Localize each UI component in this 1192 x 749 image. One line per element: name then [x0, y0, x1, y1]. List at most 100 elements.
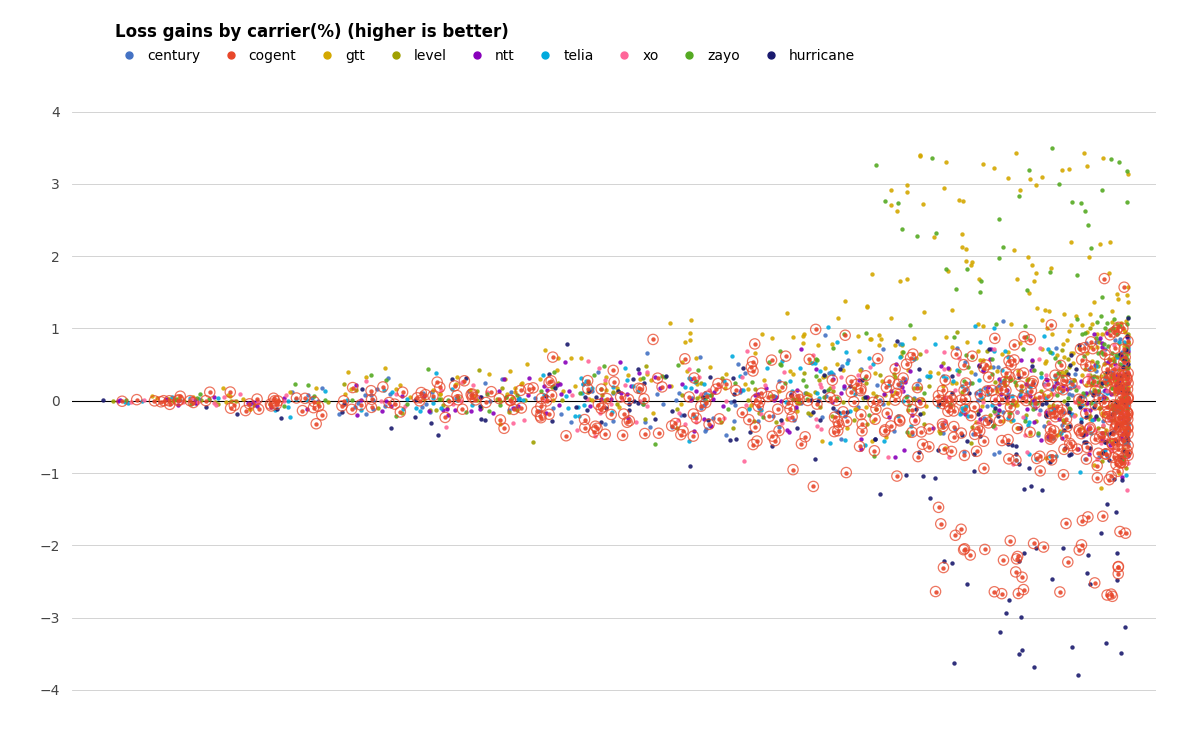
- Point: [1118, 393, 1137, 405]
- Point: [752, 404, 771, 416]
- Point: [589, 366, 608, 378]
- Point: [1010, 390, 1029, 402]
- Point: [1038, 416, 1057, 428]
- Point: [867, 389, 886, 401]
- Point: [898, 358, 917, 370]
- Point: [620, 404, 639, 416]
- Point: [970, 425, 989, 437]
- Point: [737, 345, 756, 357]
- Point: [180, 395, 199, 407]
- Point: [1062, 409, 1081, 421]
- Point: [1057, 383, 1076, 395]
- Point: [1072, 395, 1091, 407]
- Point: [1097, 376, 1116, 388]
- Point: [578, 404, 597, 416]
- Point: [609, 386, 628, 398]
- Point: [1107, 418, 1126, 430]
- Point: [617, 416, 637, 428]
- Point: [828, 416, 848, 428]
- Point: [1101, 470, 1120, 482]
- Point: [204, 397, 223, 409]
- Point: [644, 407, 663, 419]
- Point: [462, 391, 482, 403]
- Point: [1117, 445, 1136, 457]
- Point: [1006, 454, 1025, 466]
- Point: [964, 449, 983, 461]
- Point: [902, 426, 921, 438]
- Point: [1024, 375, 1043, 387]
- Point: [1088, 422, 1107, 434]
- Point: [517, 358, 536, 370]
- Point: [646, 371, 665, 383]
- Point: [1116, 424, 1135, 436]
- Point: [913, 470, 932, 482]
- Point: [803, 480, 822, 492]
- Point: [907, 379, 926, 391]
- Point: [1055, 351, 1074, 363]
- Point: [447, 394, 466, 406]
- Point: [833, 365, 852, 377]
- Point: [908, 382, 927, 394]
- Point: [749, 388, 768, 400]
- Point: [822, 374, 842, 386]
- Point: [293, 404, 312, 416]
- Point: [867, 403, 886, 415]
- Point: [1113, 368, 1132, 380]
- Point: [803, 480, 822, 492]
- Point: [1101, 153, 1120, 165]
- Point: [1042, 319, 1061, 331]
- Point: [657, 371, 676, 383]
- Point: [1097, 372, 1116, 384]
- Point: [782, 388, 801, 400]
- Point: [168, 398, 187, 410]
- Point: [1062, 440, 1081, 452]
- Point: [432, 392, 451, 404]
- Point: [1067, 383, 1086, 395]
- Point: [1107, 397, 1126, 409]
- Point: [1078, 160, 1097, 172]
- Point: [1118, 386, 1137, 398]
- Point: [985, 162, 1004, 174]
- Point: [797, 393, 817, 405]
- Point: [430, 381, 449, 393]
- Point: [1117, 422, 1136, 434]
- Point: [1118, 440, 1137, 452]
- Point: [1111, 456, 1130, 468]
- Point: [741, 361, 760, 373]
- Point: [656, 371, 675, 383]
- Point: [514, 394, 533, 406]
- Point: [764, 389, 783, 401]
- Point: [1064, 374, 1084, 386]
- Point: [1094, 338, 1113, 350]
- Point: [1016, 389, 1035, 401]
- Point: [734, 363, 753, 374]
- Point: [1118, 369, 1137, 380]
- Point: [1060, 437, 1079, 449]
- Point: [342, 404, 361, 416]
- Point: [1020, 426, 1039, 438]
- Point: [566, 380, 585, 392]
- Point: [1111, 405, 1130, 417]
- Point: [782, 384, 801, 396]
- Point: [668, 422, 687, 434]
- Point: [738, 383, 757, 395]
- Point: [1099, 386, 1118, 398]
- Point: [942, 341, 961, 353]
- Point: [670, 387, 689, 399]
- Point: [945, 530, 964, 542]
- Point: [876, 431, 895, 443]
- Point: [676, 380, 695, 392]
- Point: [1079, 219, 1098, 231]
- Point: [679, 391, 699, 403]
- Point: [788, 389, 807, 401]
- Point: [956, 403, 975, 415]
- Point: [1062, 449, 1081, 461]
- Point: [379, 396, 398, 408]
- Point: [1118, 395, 1137, 407]
- Point: [576, 422, 595, 434]
- Point: [159, 393, 178, 405]
- Point: [1053, 385, 1072, 397]
- Point: [681, 373, 700, 385]
- Point: [1020, 428, 1039, 440]
- Point: [1068, 443, 1087, 455]
